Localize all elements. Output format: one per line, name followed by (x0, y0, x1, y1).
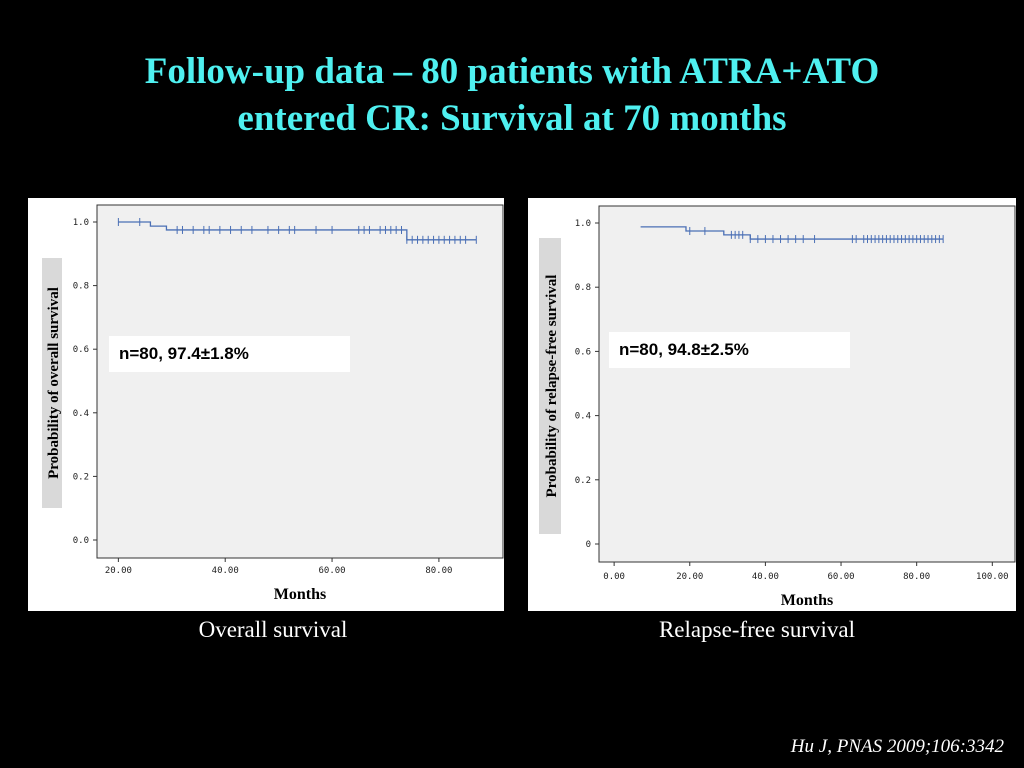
overall-survival-chart: 0.0 0.2 0.4 0.6 0.8 1.0 20.00 40.00 60.00 80.00 Mo… (42, 204, 504, 603)
plot-area (96, 204, 504, 559)
y-axis-label: Probability of relapse-free survival (544, 275, 560, 498)
y-tick-label: 0.6 (575, 347, 591, 357)
overall-survival-panel: 0.0 0.2 0.4 0.6 0.8 1.0 20.00 40.00 60.00 80.00 Mo… (28, 198, 504, 611)
y-tick-label: 0.0 (73, 536, 89, 546)
x-axis-label: Months (781, 592, 833, 609)
relapse-free-survival-annotation: n=80, 94.8±2.5% (609, 332, 850, 368)
x-tick-label: 40.00 (212, 566, 239, 576)
y-axis-label: Probability of overall survival (46, 287, 62, 479)
y-tick-label: 0.6 (73, 345, 89, 355)
x-tick-label: 60.00 (319, 566, 346, 576)
y-tick-label: 0.2 (575, 476, 591, 486)
y-tick-label: 1.0 (575, 219, 591, 229)
plot-area (598, 205, 1016, 563)
y-tick-label: 0.4 (73, 409, 89, 419)
y-tick-label: 0.2 (73, 472, 89, 482)
y-axis-label-bg (42, 258, 62, 508)
x-tick-label: 100.00 (976, 572, 1009, 582)
citation: Hu J, PNAS 2009;106:3342 (790, 736, 1004, 757)
x-tick-label: 60.00 (827, 572, 854, 582)
relapse-free-survival-chart: 0 0.2 0.4 0.6 0.8 1.0 0.00 20.00 40.00 60.00 80.00… (539, 205, 1016, 609)
y-tick-label: 0.8 (575, 283, 591, 293)
y-tick-label: 1.0 (73, 218, 89, 228)
x-axis-label: Months (274, 586, 326, 603)
x-tick-label: 20.00 (676, 572, 703, 582)
y-tick-label: 0 (586, 540, 591, 550)
slide-title: Follow-up data – 80 patients with ATRA+A… (0, 48, 1024, 142)
overall-survival-caption: Overall survival (198, 617, 348, 642)
overall-survival-annotation: n=80, 97.4±1.8% (109, 336, 350, 372)
x-tick-label: 0.00 (603, 572, 625, 582)
title-line-1: Follow-up data – 80 patients with ATRA+A… (144, 51, 880, 92)
y-tick-label: 0.4 (575, 412, 591, 422)
relapse-free-survival-panel: 0 0.2 0.4 0.6 0.8 1.0 0.00 20.00 40.00 60.00 80.00… (528, 198, 1016, 611)
relapse-free-survival-caption: Relapse-free survival (658, 617, 856, 642)
y-tick-label: 0.8 (73, 282, 89, 292)
x-tick-label: 40.00 (752, 572, 779, 582)
title-line-2: entered CR: Survival at 70 months (237, 98, 787, 139)
x-tick-label: 80.00 (425, 566, 452, 576)
x-tick-label: 20.00 (105, 566, 132, 576)
x-tick-label: 80.00 (903, 572, 930, 582)
y-axis-label-bg (539, 238, 561, 534)
